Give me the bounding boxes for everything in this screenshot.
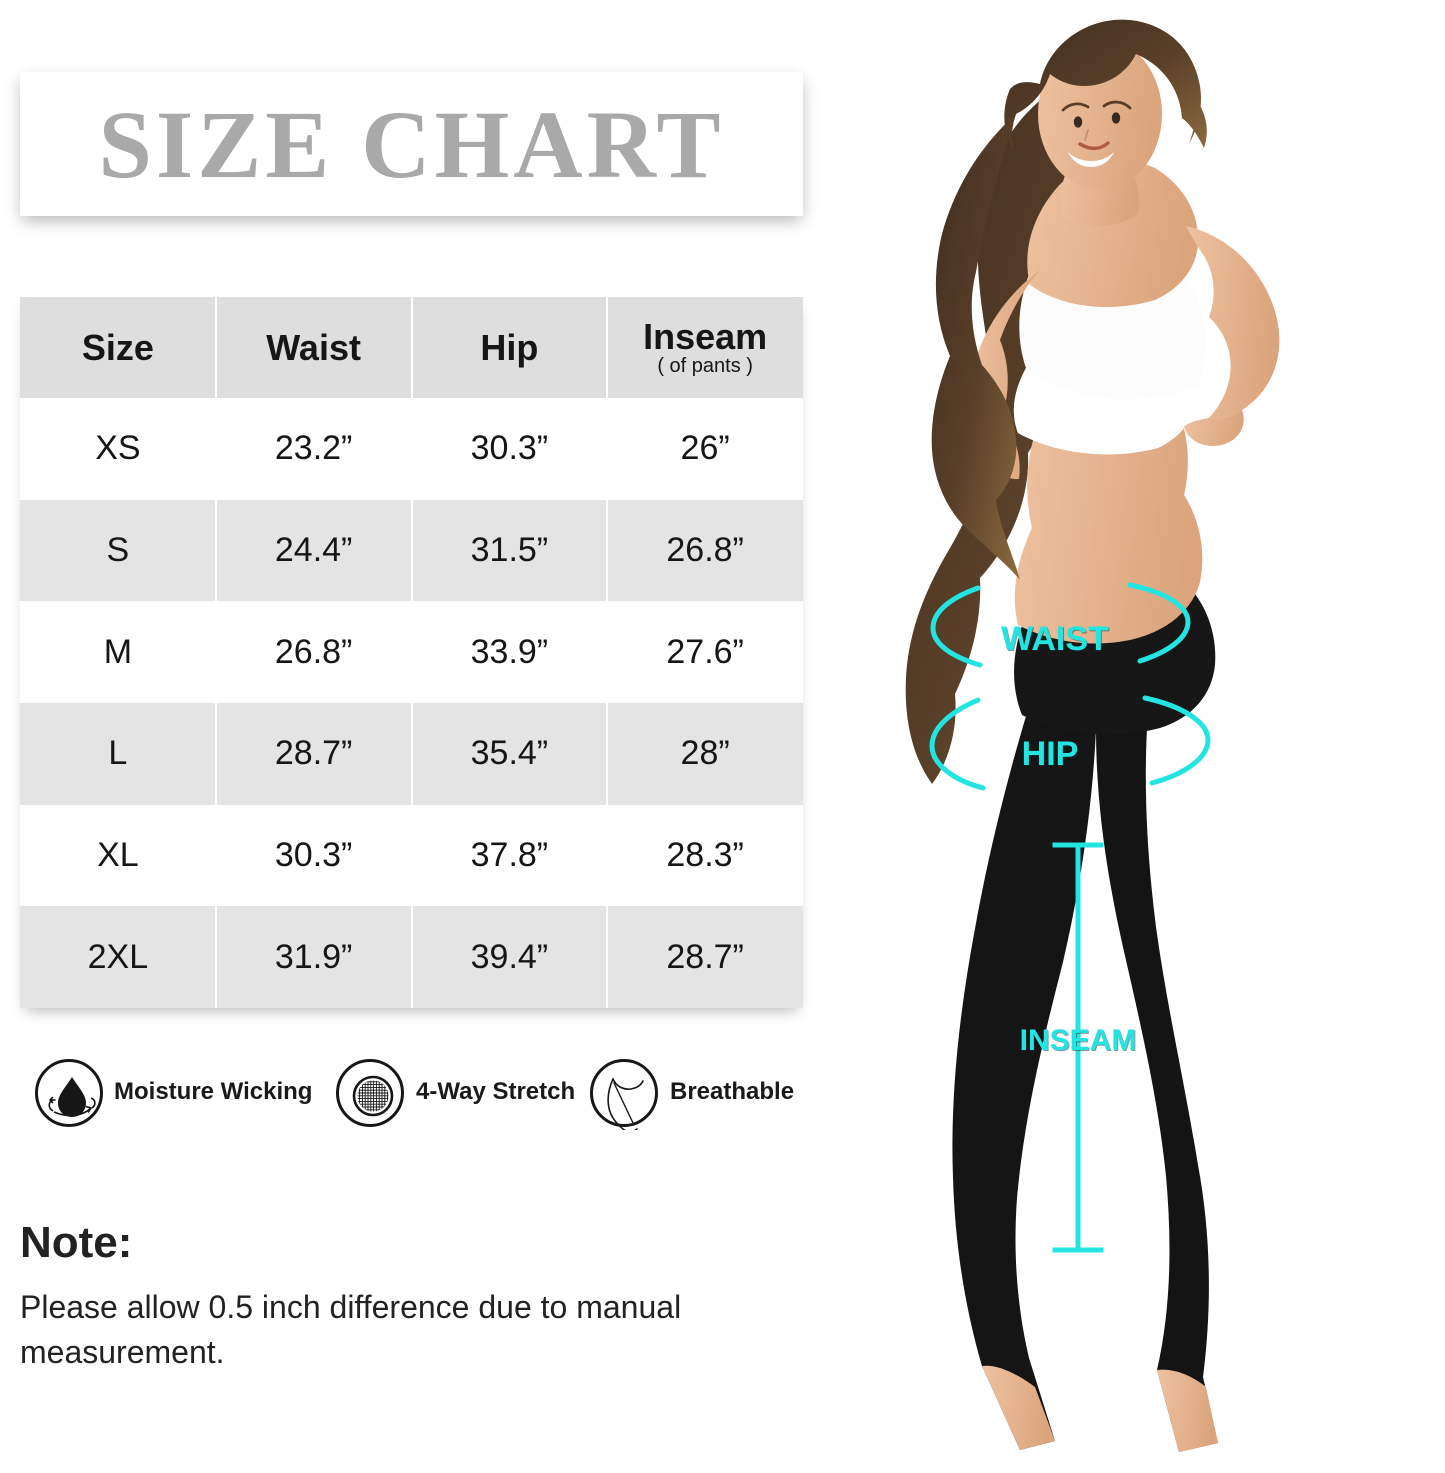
svg-text:INSEAM: INSEAM bbox=[1020, 1024, 1137, 1057]
svg-text:HIP: HIP bbox=[1022, 735, 1079, 773]
svg-text:WAIST: WAIST bbox=[1001, 620, 1109, 658]
